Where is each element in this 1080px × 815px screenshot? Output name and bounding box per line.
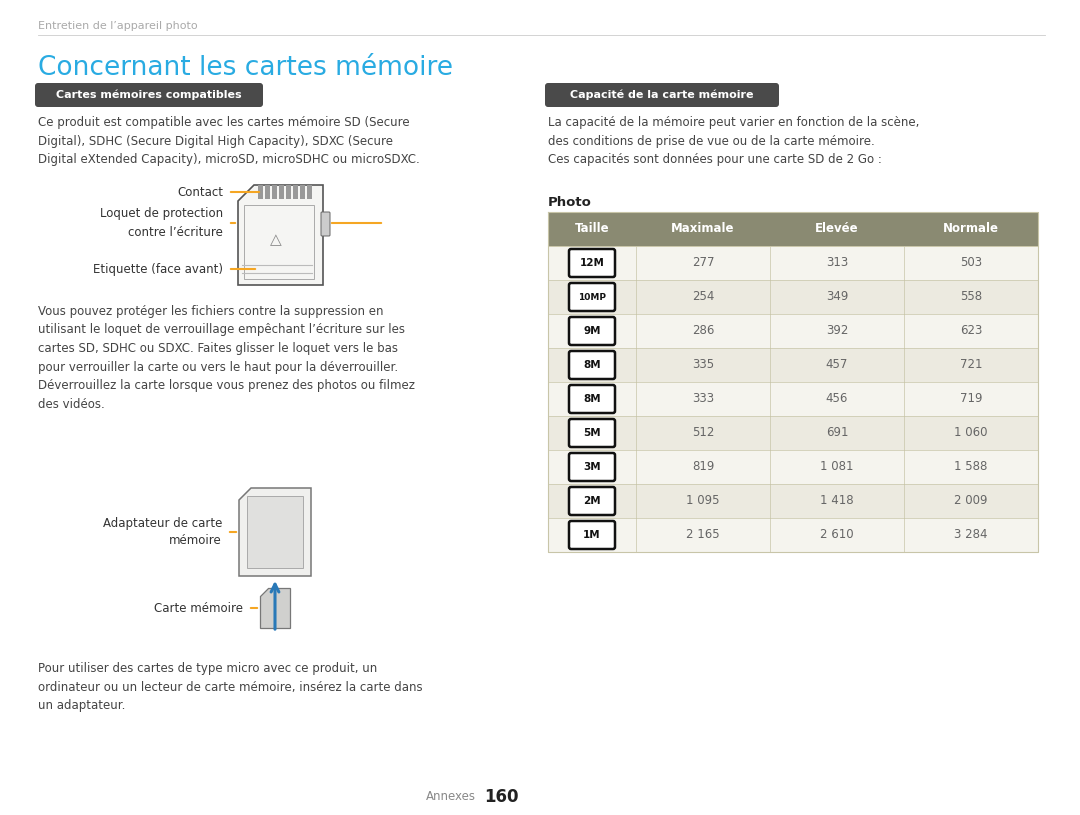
Text: Capacité de la carte mémoire: Capacité de la carte mémoire: [570, 90, 754, 100]
Text: 512: 512: [692, 426, 714, 439]
Bar: [307, 185, 312, 199]
Bar: [548, 382, 1038, 416]
Bar: [244, 205, 314, 279]
FancyBboxPatch shape: [569, 351, 615, 379]
Bar: [286, 185, 291, 199]
FancyBboxPatch shape: [569, 453, 615, 481]
Text: 2 009: 2 009: [955, 495, 988, 508]
Text: Pour utiliser des cartes de type micro avec ce produit, un
ordinateur ou un lect: Pour utiliser des cartes de type micro a…: [38, 662, 422, 712]
Text: Adaptateur de carte
mémoire: Adaptateur de carte mémoire: [103, 517, 222, 548]
Text: 2 165: 2 165: [686, 528, 719, 541]
Text: Contact: Contact: [177, 186, 222, 199]
Bar: [548, 484, 1038, 518]
Bar: [548, 348, 1038, 382]
Text: 3 284: 3 284: [955, 528, 988, 541]
Polygon shape: [238, 185, 323, 285]
Bar: [293, 185, 298, 199]
Text: 277: 277: [692, 257, 714, 270]
Text: 719: 719: [960, 393, 982, 406]
FancyBboxPatch shape: [569, 283, 615, 311]
Text: 503: 503: [960, 257, 982, 270]
Text: Etiquette (face avant): Etiquette (face avant): [93, 262, 222, 275]
Text: 1 081: 1 081: [820, 460, 854, 474]
Bar: [300, 185, 305, 199]
Text: Normale: Normale: [943, 222, 999, 236]
Text: 392: 392: [826, 324, 848, 337]
Text: 335: 335: [692, 359, 714, 372]
Bar: [247, 496, 303, 568]
Text: 313: 313: [826, 257, 848, 270]
Bar: [548, 450, 1038, 484]
Bar: [265, 185, 270, 199]
Bar: [548, 280, 1038, 314]
Polygon shape: [260, 588, 291, 628]
Bar: [548, 212, 1038, 246]
Text: Taille: Taille: [575, 222, 609, 236]
FancyBboxPatch shape: [35, 83, 264, 107]
FancyBboxPatch shape: [569, 317, 615, 345]
Text: Maximale: Maximale: [672, 222, 734, 236]
FancyBboxPatch shape: [569, 521, 615, 549]
Text: Entretien de l’appareil photo: Entretien de l’appareil photo: [38, 21, 198, 31]
Text: 286: 286: [692, 324, 714, 337]
FancyBboxPatch shape: [569, 385, 615, 413]
Bar: [548, 246, 1038, 280]
Text: 1 095: 1 095: [686, 495, 719, 508]
Text: 721: 721: [960, 359, 982, 372]
Text: 254: 254: [692, 290, 714, 303]
Text: 2M: 2M: [583, 496, 600, 506]
Text: 457: 457: [826, 359, 848, 372]
Text: Carte mémoire: Carte mémoire: [154, 601, 243, 615]
Text: Photo: Photo: [548, 196, 592, 209]
Text: 1 588: 1 588: [955, 460, 988, 474]
Text: Loquet de protection
contre l’écriture: Loquet de protection contre l’écriture: [99, 208, 222, 239]
Bar: [548, 314, 1038, 348]
Text: 623: 623: [960, 324, 982, 337]
FancyBboxPatch shape: [321, 212, 330, 236]
Text: 1 060: 1 060: [955, 426, 988, 439]
Text: Cartes mémoires compatibles: Cartes mémoires compatibles: [56, 90, 242, 100]
Text: Vous pouvez protéger les fichiers contre la suppression en
utilisant le loquet d: Vous pouvez protéger les fichiers contre…: [38, 305, 415, 411]
Text: 8M: 8M: [583, 394, 600, 404]
Text: 5M: 5M: [583, 428, 600, 438]
Text: 333: 333: [692, 393, 714, 406]
Text: Annexes: Annexes: [426, 791, 476, 804]
Text: La capacité de la mémoire peut varier en fonction de la scène,
des conditions de: La capacité de la mémoire peut varier en…: [548, 116, 919, 166]
Text: 9M: 9M: [583, 326, 600, 336]
Text: 456: 456: [826, 393, 848, 406]
Bar: [258, 185, 264, 199]
Text: 8M: 8M: [583, 360, 600, 370]
FancyBboxPatch shape: [569, 487, 615, 515]
Text: Ce produit est compatible avec les cartes mémoire SD (Secure
Digital), SDHC (Sec: Ce produit est compatible avec les carte…: [38, 116, 420, 166]
Bar: [272, 185, 276, 199]
FancyBboxPatch shape: [569, 249, 615, 277]
Text: 1 418: 1 418: [820, 495, 854, 508]
Bar: [548, 518, 1038, 552]
Text: 3M: 3M: [583, 462, 600, 472]
Text: Concernant les cartes mémoire: Concernant les cartes mémoire: [38, 55, 453, 81]
Text: 558: 558: [960, 290, 982, 303]
FancyBboxPatch shape: [569, 419, 615, 447]
Text: 10MP: 10MP: [578, 293, 606, 302]
Polygon shape: [239, 488, 311, 576]
Text: 819: 819: [692, 460, 714, 474]
Text: 349: 349: [826, 290, 848, 303]
FancyBboxPatch shape: [545, 83, 779, 107]
Text: △: △: [270, 232, 282, 248]
Text: 2 610: 2 610: [820, 528, 854, 541]
Bar: [548, 416, 1038, 450]
Text: 1M: 1M: [583, 530, 600, 540]
Text: 691: 691: [826, 426, 848, 439]
Bar: [279, 185, 284, 199]
Text: Elevée: Elevée: [815, 222, 859, 236]
Text: 160: 160: [484, 788, 518, 806]
Text: 12M: 12M: [580, 258, 605, 268]
